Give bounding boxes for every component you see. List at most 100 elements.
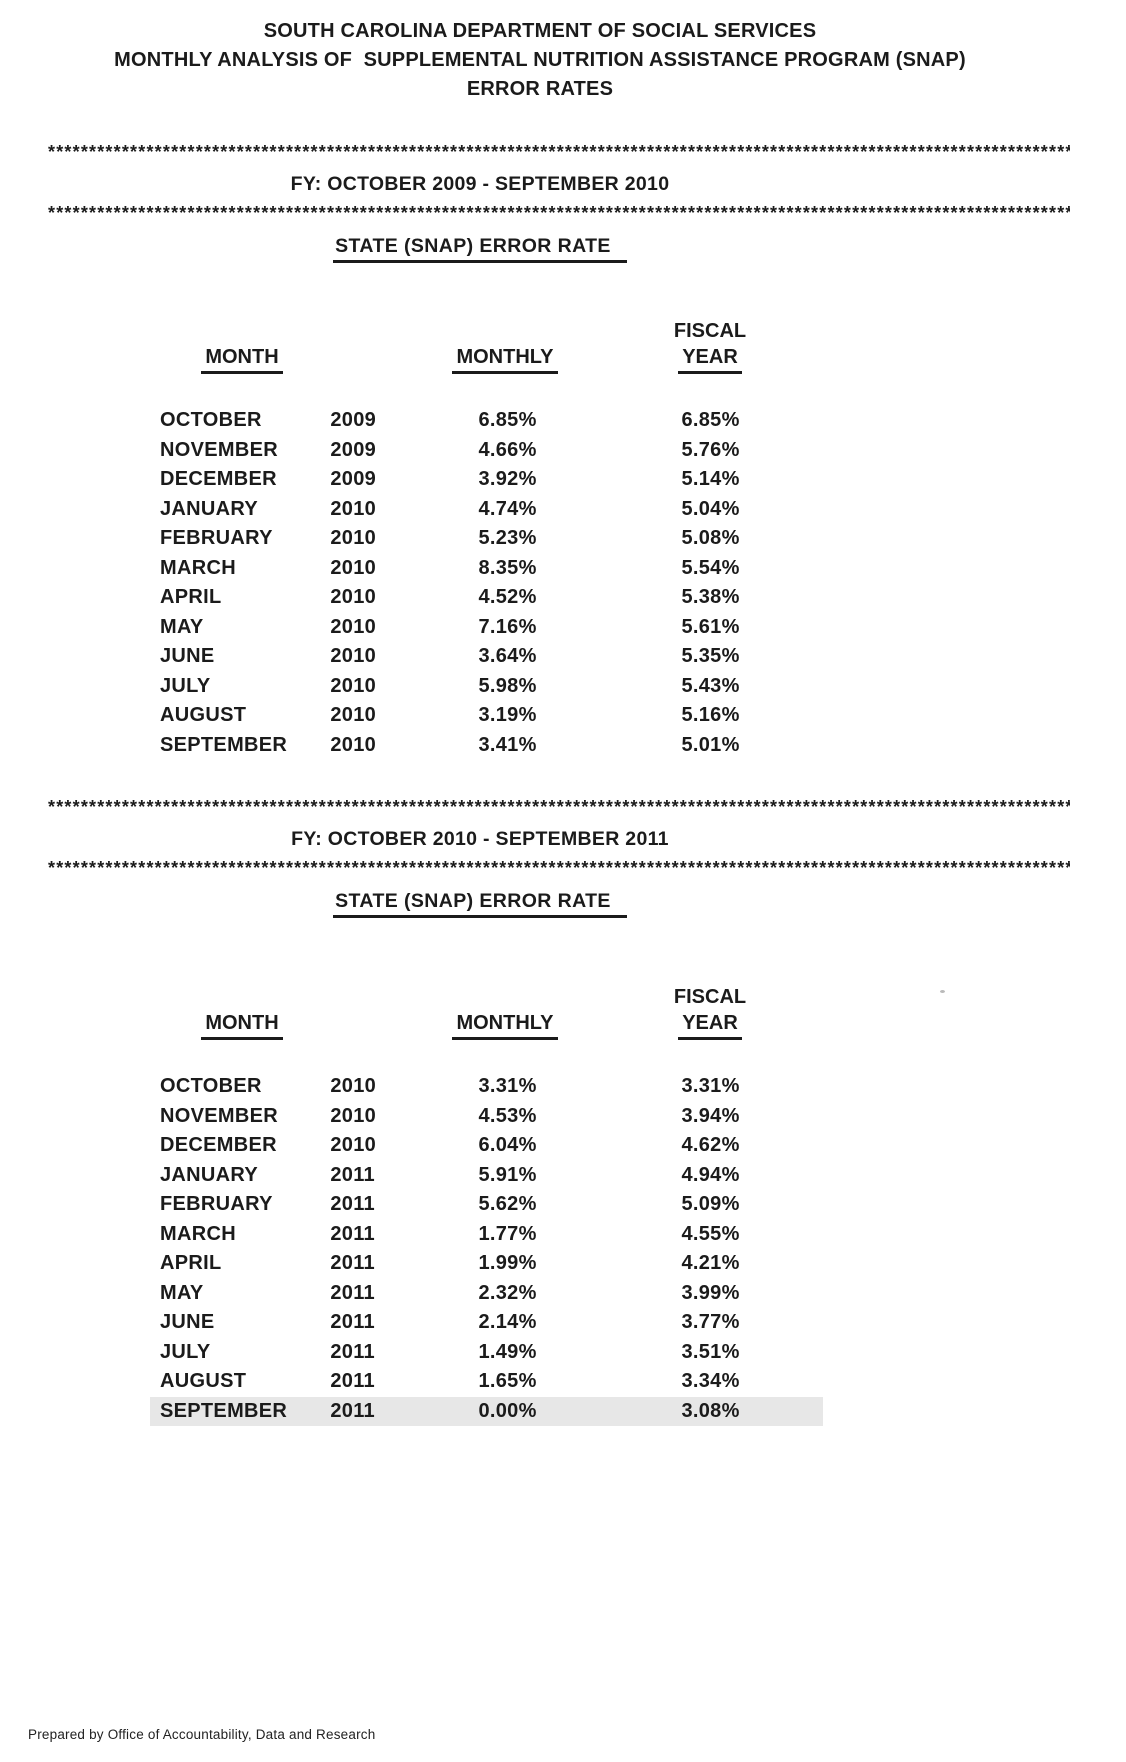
- cell-monthly-rate: 1.99%: [478, 1252, 537, 1274]
- table-row: FEBRUARY 2011 5.62% 5.09%: [158, 1190, 765, 1220]
- cell-year: 2009: [330, 438, 377, 461]
- cell-fiscal-year-rate: 6.85%: [681, 409, 740, 431]
- table-title-2: STATE (SNAP) ERROR RATE: [333, 889, 627, 918]
- cell-year: 2011: [330, 1193, 375, 1215]
- asterisk-divider: ****************************************…: [48, 797, 1070, 817]
- cell-year: 2010: [330, 527, 377, 549]
- scan-artifact-speck: [940, 990, 945, 993]
- table-row: MARCH 2010 8.35% 5.54%: [158, 554, 765, 584]
- cell-fiscal-year-rate: 3.94%: [681, 1104, 740, 1127]
- cell-year: 2011: [330, 1163, 375, 1186]
- cell-fiscal-year-rate: 5.43%: [681, 674, 740, 697]
- cell-year: 2011: [330, 1281, 375, 1304]
- cell-month: JUNE: [160, 645, 215, 667]
- cell-year: 2011: [330, 1340, 375, 1363]
- table-row: JANUARY 2010 4.74% 5.04%: [158, 495, 765, 525]
- prepared-by-credit: Prepared by Office of Accountability, Da…: [28, 1727, 376, 1742]
- column-header-month: MONTH: [201, 1010, 283, 1040]
- cell-monthly-rate: 1.65%: [478, 1370, 537, 1392]
- table-row: JULY 2011 1.49% 3.51%: [158, 1338, 765, 1368]
- cell-year: 2010: [330, 733, 377, 756]
- cell-monthly-rate: 1.77%: [478, 1222, 537, 1245]
- cell-monthly-rate: 2.14%: [478, 1311, 537, 1333]
- cell-fiscal-year-rate: 4.55%: [681, 1222, 740, 1245]
- cell-month: DECEMBER: [160, 1134, 277, 1156]
- cell-fiscal-year-rate: 3.51%: [681, 1340, 740, 1363]
- table-row: NOVEMBER 2009 4.66% 5.76%: [158, 436, 765, 466]
- cell-year: 2011: [330, 1311, 375, 1333]
- table-row: NOVEMBER 2010 4.53% 3.94%: [158, 1102, 765, 1132]
- table-rows: OCTOBER 2009 6.85% 6.85% NOVEMBER 2009 4…: [158, 406, 765, 760]
- column-header-fiscal-year: YEAR: [678, 344, 742, 374]
- table-row: FEBRUARY 2010 5.23% 5.08%: [158, 524, 765, 554]
- cell-month: MAY: [160, 615, 204, 638]
- cell-fiscal-year-rate: 5.35%: [681, 645, 740, 667]
- cell-monthly-rate: 5.98%: [478, 674, 537, 697]
- cell-year: 2010: [330, 556, 377, 579]
- table-header-fiscal-line: FISCAL: [158, 984, 765, 1010]
- cell-monthly-rate: 7.16%: [478, 615, 537, 638]
- table-row: SEPTEMBER 2010 3.41% 5.01%: [158, 731, 765, 761]
- cell-fiscal-year-rate: 5.76%: [681, 438, 740, 461]
- cell-year: 2010: [330, 497, 377, 520]
- table-row: JUNE 2011 2.14% 3.77%: [158, 1308, 765, 1338]
- cell-fiscal-year-rate: 3.99%: [681, 1281, 740, 1304]
- cell-year: 2011: [330, 1370, 375, 1392]
- cell-monthly-rate: 6.85%: [478, 409, 537, 431]
- cell-monthly-rate: 4.52%: [478, 586, 537, 608]
- cell-fiscal-year-rate: 5.54%: [681, 556, 740, 579]
- cell-month: SEPTEMBER: [160, 733, 288, 756]
- column-header-monthly: MONTHLY: [452, 344, 558, 374]
- cell-monthly-rate: 5.23%: [478, 527, 537, 549]
- error-rate-table-fy2011: FISCAL MONTH MONTHLY YEAR OCTOBER 2010 3…: [150, 984, 823, 1426]
- cell-month: APRIL: [160, 1252, 222, 1274]
- cell-monthly-rate: 3.31%: [478, 1075, 537, 1097]
- table-header-fiscal-line: FISCAL: [158, 318, 765, 344]
- cell-month: JULY: [160, 674, 211, 697]
- cell-monthly-rate: 3.64%: [478, 645, 537, 667]
- document-title-block: SOUTH CAROLINA DEPARTMENT OF SOCIAL SERV…: [0, 0, 1080, 104]
- cell-month: AUGUST: [160, 704, 247, 726]
- table-row: JANUARY 2011 5.91% 4.94%: [158, 1161, 765, 1191]
- cell-month: AUGUST: [160, 1370, 247, 1392]
- cell-month: JANUARY: [160, 497, 259, 520]
- cell-year: 2010: [330, 1134, 377, 1156]
- cell-year: 2010: [330, 704, 377, 726]
- table-row: OCTOBER 2009 6.85% 6.85%: [158, 406, 765, 436]
- table-row: APRIL 2010 4.52% 5.38%: [158, 583, 765, 613]
- cell-fiscal-year-rate: 5.01%: [681, 733, 740, 756]
- error-rate-table-fy2010: FISCAL MONTH MONTHLY YEAR OCTOBER 2009 6…: [158, 318, 765, 760]
- column-header-fiscal-top: FISCAL: [673, 320, 747, 342]
- cell-monthly-rate: 5.91%: [478, 1163, 537, 1186]
- cell-month: MARCH: [160, 1222, 236, 1245]
- cell-month: FEBRUARY: [160, 527, 273, 549]
- cell-monthly-rate: 4.74%: [478, 497, 537, 520]
- document-title-line-3: ERROR RATES: [466, 78, 614, 100]
- cell-fiscal-year-rate: 5.61%: [681, 615, 740, 638]
- cell-year: 2010: [330, 1075, 377, 1097]
- cell-monthly-rate: 3.92%: [478, 468, 537, 490]
- asterisk-divider: ****************************************…: [48, 203, 1070, 223]
- cell-monthly-rate: 3.19%: [478, 704, 537, 726]
- cell-fiscal-year-rate: 5.04%: [681, 497, 740, 520]
- column-header-monthly: MONTHLY: [452, 1010, 558, 1040]
- table-title-wrap-2: STATE (SNAP) ERROR RATE: [0, 889, 960, 918]
- cell-year: 2010: [330, 1104, 377, 1127]
- cell-month: MAY: [160, 1281, 204, 1304]
- cell-month: APRIL: [160, 586, 222, 608]
- cell-year: 2011: [330, 1399, 375, 1422]
- cell-year: 2010: [330, 645, 377, 667]
- table-rows: OCTOBER 2010 3.31% 3.31% NOVEMBER 2010 4…: [150, 1072, 823, 1426]
- table-row: DECEMBER 2010 6.04% 4.62%: [158, 1131, 765, 1161]
- cell-month: JULY: [160, 1340, 211, 1363]
- cell-fiscal-year-rate: 5.08%: [681, 527, 740, 549]
- cell-month: FEBRUARY: [160, 1193, 273, 1215]
- table-row: DECEMBER 2009 3.92% 5.14%: [158, 465, 765, 495]
- cell-fiscal-year-rate: 3.34%: [681, 1370, 740, 1392]
- cell-year: 2009: [330, 468, 377, 490]
- column-header-fiscal-year: YEAR: [678, 1010, 742, 1040]
- cell-monthly-rate: 8.35%: [478, 556, 537, 579]
- table-row: MAY 2011 2.32% 3.99%: [158, 1279, 765, 1309]
- table-row: AUGUST 2010 3.19% 5.16%: [158, 701, 765, 731]
